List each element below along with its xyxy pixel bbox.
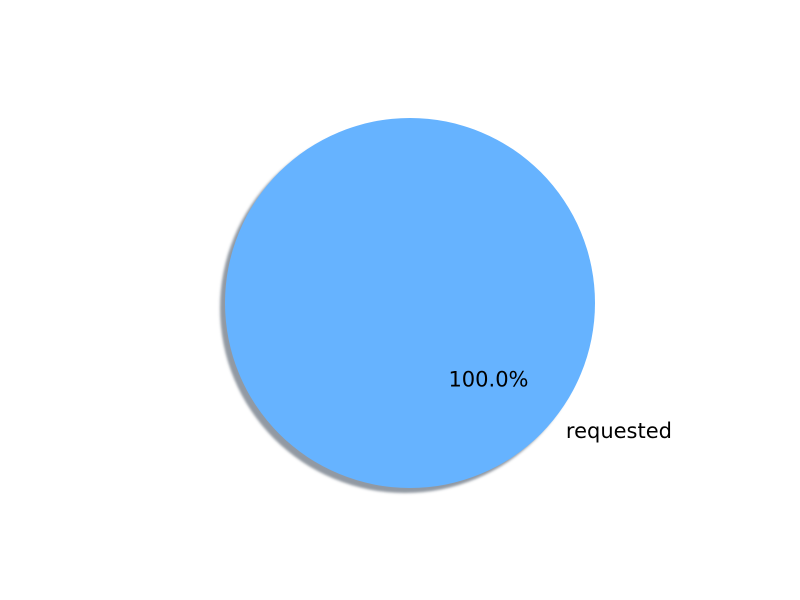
pie-labels: 100.0% requested [448, 367, 672, 442]
pie-percent-label: 100.0% [448, 367, 528, 391]
pie-slice-requested [225, 118, 595, 488]
pie-slices [225, 118, 595, 488]
pie-category-label: requested [566, 419, 672, 443]
